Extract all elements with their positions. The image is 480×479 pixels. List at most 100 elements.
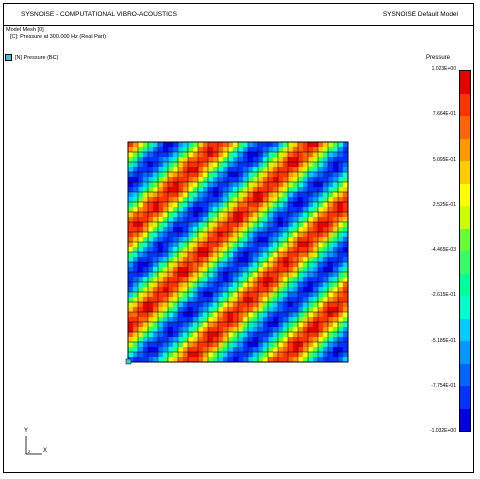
contour-cell — [303, 227, 309, 233]
contour-cell — [183, 267, 189, 273]
contour-cell — [308, 152, 314, 158]
contour-cell — [273, 257, 279, 263]
contour-cell — [168, 242, 174, 248]
contour-cell — [138, 267, 144, 273]
contour-cell — [313, 332, 319, 338]
contour-cell — [238, 322, 244, 328]
contour-cell — [133, 347, 139, 353]
contour-cell — [333, 147, 339, 153]
contour-cell — [183, 187, 189, 193]
contour-cell — [233, 207, 239, 213]
contour-cell — [208, 332, 214, 338]
contour-cell — [148, 262, 154, 268]
contour-cell — [328, 147, 334, 153]
contour-cell — [308, 257, 314, 263]
contour-cell — [308, 212, 314, 218]
contour-cell — [293, 187, 299, 193]
contour-cell — [323, 202, 329, 208]
contour-cell — [268, 197, 274, 203]
contour-cell — [323, 242, 329, 248]
contour-cell — [258, 157, 264, 163]
contour-cell — [258, 297, 264, 303]
contour-cell — [178, 262, 184, 268]
contour-cell — [163, 212, 169, 218]
contour-cell — [298, 267, 304, 273]
contour-cell — [228, 322, 234, 328]
contour-cell — [188, 322, 194, 328]
contour-cell — [133, 217, 139, 223]
contour-cell — [133, 302, 139, 308]
contour-cell — [233, 317, 239, 323]
contour-cell — [158, 267, 164, 273]
contour-cell — [133, 352, 139, 358]
contour-cell — [268, 217, 274, 223]
contour-cell — [148, 162, 154, 168]
contour-cell — [213, 177, 219, 183]
contour-cell — [293, 282, 299, 288]
contour-cell — [148, 192, 154, 198]
contour-cell — [223, 227, 229, 233]
contour-cell — [213, 327, 219, 333]
contour-cell — [243, 232, 249, 238]
contour-cell — [233, 357, 239, 363]
contour-cell — [198, 262, 204, 268]
contour-cell — [288, 162, 294, 168]
contour-cell — [278, 267, 284, 273]
contour-cell — [208, 222, 214, 228]
contour-cell — [188, 302, 194, 308]
contour-cell — [173, 167, 179, 173]
contour-cell — [313, 302, 319, 308]
contour-cell — [228, 157, 234, 163]
contour-cell — [143, 172, 149, 178]
contour-cell — [248, 357, 254, 363]
contour-cell — [313, 282, 319, 288]
contour-cell — [323, 337, 329, 343]
contour-cell — [183, 317, 189, 323]
contour-cell — [328, 352, 334, 358]
contour-cell — [268, 172, 274, 178]
contour-cell — [333, 222, 339, 228]
contour-cell — [193, 207, 199, 213]
contour-cell — [148, 222, 154, 228]
contour-cell — [163, 217, 169, 223]
contour-cell — [213, 217, 219, 223]
contour-cell — [238, 147, 244, 153]
contour-cell — [238, 157, 244, 163]
scale-color-band — [460, 408, 470, 431]
contour-cell — [293, 167, 299, 173]
contour-cell — [318, 297, 324, 303]
contour-cell — [138, 337, 144, 343]
contour-cell — [223, 272, 229, 278]
contour-cell — [243, 142, 249, 148]
contour-cell — [338, 267, 344, 273]
contour-cell — [278, 147, 284, 153]
contour-cell — [173, 232, 179, 238]
contour-cell — [153, 307, 159, 313]
contour-cell — [268, 222, 274, 228]
contour-cell — [228, 192, 234, 198]
contour-cell — [198, 332, 204, 338]
contour-cell — [188, 357, 194, 363]
contour-cell — [248, 317, 254, 323]
contour-cell — [313, 287, 319, 293]
contour-cell — [283, 302, 289, 308]
contour-cell — [128, 147, 134, 153]
contour-cell — [293, 177, 299, 183]
contour-cell — [168, 282, 174, 288]
contour-cell — [248, 287, 254, 293]
contour-cell — [258, 322, 264, 328]
contour-cell — [193, 307, 199, 313]
contour-cell — [258, 317, 264, 323]
contour-cell — [163, 187, 169, 193]
contour-cell — [308, 357, 314, 363]
contour-cell — [138, 332, 144, 338]
contour-cell — [163, 317, 169, 323]
contour-cell — [318, 277, 324, 283]
contour-cell — [208, 272, 214, 278]
contour-cell — [303, 182, 309, 188]
contour-cell — [268, 272, 274, 278]
contour-cell — [263, 202, 269, 208]
contour-cell — [138, 197, 144, 203]
contour-cell — [178, 162, 184, 168]
